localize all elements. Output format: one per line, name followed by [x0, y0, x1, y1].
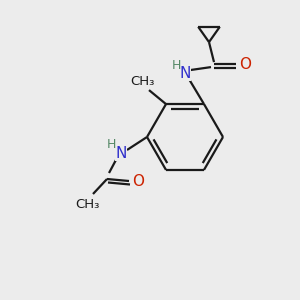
Text: O: O — [132, 175, 144, 190]
Text: O: O — [239, 57, 251, 72]
Text: N: N — [179, 66, 191, 81]
Text: CH₃: CH₃ — [75, 197, 99, 211]
Text: CH₃: CH₃ — [130, 75, 154, 88]
Text: H: H — [106, 139, 116, 152]
Text: H: H — [171, 58, 181, 72]
Text: N: N — [115, 146, 127, 160]
